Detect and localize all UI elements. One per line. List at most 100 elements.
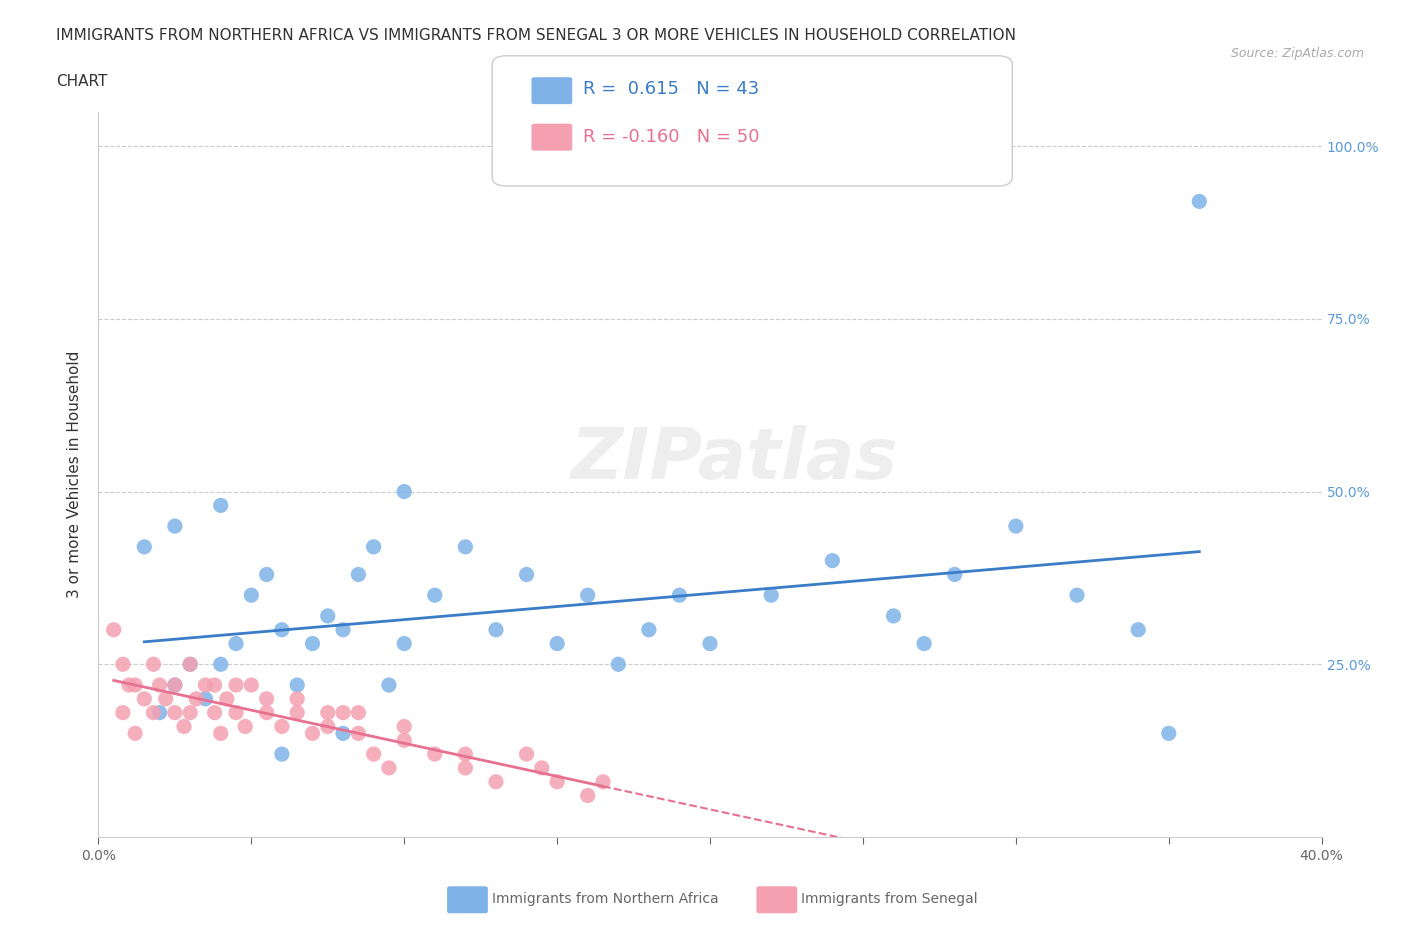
Immigrants from Senegal xyxy=(256,691,278,706)
Immigrants from Northern Africa xyxy=(240,588,263,603)
Immigrants from Northern Africa xyxy=(516,567,538,582)
Immigrants from Senegal xyxy=(225,678,247,693)
Immigrants from Senegal xyxy=(347,705,370,720)
Immigrants from Northern Africa xyxy=(392,636,416,651)
Immigrants from Senegal xyxy=(179,657,201,671)
Immigrants from Senegal xyxy=(215,691,238,706)
Immigrants from Senegal xyxy=(347,726,370,741)
Immigrants from Northern Africa xyxy=(332,622,354,637)
Immigrants from Northern Africa xyxy=(209,657,232,671)
Immigrants from Northern Africa xyxy=(316,608,339,623)
Immigrants from Senegal xyxy=(142,657,165,671)
Immigrants from Senegal xyxy=(392,719,416,734)
Immigrants from Northern Africa xyxy=(576,588,599,603)
Immigrants from Northern Africa xyxy=(134,539,156,554)
Immigrants from Senegal xyxy=(378,761,401,776)
Immigrants from Senegal xyxy=(546,775,568,790)
Y-axis label: 3 or more Vehicles in Household: 3 or more Vehicles in Household xyxy=(67,351,83,598)
Text: Source: ZipAtlas.com: Source: ZipAtlas.com xyxy=(1230,46,1364,60)
Immigrants from Northern Africa xyxy=(912,636,935,651)
Immigrants from Senegal xyxy=(270,719,292,734)
Immigrants from Senegal xyxy=(454,747,477,762)
Immigrants from Northern Africa xyxy=(821,553,844,568)
Immigrants from Senegal xyxy=(204,678,226,693)
Immigrants from Senegal xyxy=(530,761,553,776)
Immigrants from Northern Africa xyxy=(607,657,630,671)
Immigrants from Senegal xyxy=(332,705,354,720)
Immigrants from Senegal xyxy=(155,691,177,706)
Immigrants from Senegal xyxy=(111,657,134,671)
Immigrants from Senegal xyxy=(363,747,385,762)
Immigrants from Northern Africa xyxy=(1004,519,1026,534)
Immigrants from Northern Africa xyxy=(163,678,186,693)
Immigrants from Senegal xyxy=(134,691,156,706)
Immigrants from Senegal xyxy=(240,678,263,693)
Immigrants from Northern Africa xyxy=(392,485,416,499)
Immigrants from Northern Africa xyxy=(883,608,905,623)
Immigrants from Senegal xyxy=(301,726,323,741)
Immigrants from Senegal xyxy=(186,691,208,706)
Immigrants from Senegal xyxy=(209,726,232,741)
Immigrants from Northern Africa xyxy=(149,705,172,720)
Immigrants from Senegal xyxy=(576,788,599,803)
Immigrants from Northern Africa xyxy=(332,726,354,741)
Immigrants from Senegal xyxy=(454,761,477,776)
Immigrants from Northern Africa xyxy=(179,657,201,671)
Immigrants from Northern Africa xyxy=(225,636,247,651)
Immigrants from Northern Africa xyxy=(194,691,217,706)
Immigrants from Northern Africa xyxy=(301,636,323,651)
Immigrants from Senegal xyxy=(163,705,186,720)
Immigrants from Senegal xyxy=(179,705,201,720)
Immigrants from Northern Africa xyxy=(699,636,721,651)
Text: CHART: CHART xyxy=(56,74,108,89)
Immigrants from Senegal xyxy=(233,719,256,734)
Text: IMMIGRANTS FROM NORTHERN AFRICA VS IMMIGRANTS FROM SENEGAL 3 OR MORE VEHICLES IN: IMMIGRANTS FROM NORTHERN AFRICA VS IMMIG… xyxy=(56,28,1017,43)
Immigrants from Northern Africa xyxy=(1066,588,1088,603)
Immigrants from Senegal xyxy=(225,705,247,720)
Immigrants from Senegal xyxy=(592,775,614,790)
Immigrants from Northern Africa xyxy=(1157,726,1180,741)
Immigrants from Northern Africa xyxy=(943,567,966,582)
Immigrants from Northern Africa xyxy=(546,636,568,651)
Text: ZIPatlas: ZIPatlas xyxy=(571,425,898,494)
Immigrants from Northern Africa xyxy=(163,519,186,534)
Immigrants from Northern Africa xyxy=(363,539,385,554)
Immigrants from Senegal xyxy=(149,678,172,693)
Immigrants from Northern Africa xyxy=(270,622,292,637)
Immigrants from Senegal xyxy=(124,726,146,741)
Immigrants from Northern Africa xyxy=(423,588,446,603)
Immigrants from Senegal xyxy=(111,705,134,720)
Immigrants from Northern Africa xyxy=(256,567,278,582)
Immigrants from Senegal xyxy=(516,747,538,762)
Immigrants from Senegal xyxy=(423,747,446,762)
Immigrants from Northern Africa xyxy=(637,622,661,637)
Immigrants from Northern Africa xyxy=(1188,194,1211,209)
Immigrants from Senegal xyxy=(173,719,195,734)
Immigrants from Senegal xyxy=(392,733,416,748)
Immigrants from Senegal xyxy=(256,705,278,720)
Immigrants from Senegal xyxy=(285,705,308,720)
Immigrants from Senegal xyxy=(204,705,226,720)
Text: Immigrants from Northern Africa: Immigrants from Northern Africa xyxy=(492,892,718,907)
Immigrants from Senegal xyxy=(316,719,339,734)
Immigrants from Northern Africa xyxy=(270,747,292,762)
Immigrants from Senegal xyxy=(118,678,141,693)
Immigrants from Senegal xyxy=(194,678,217,693)
Immigrants from Northern Africa xyxy=(378,678,401,693)
Text: R =  0.615   N = 43: R = 0.615 N = 43 xyxy=(583,80,759,99)
Immigrants from Northern Africa xyxy=(285,678,308,693)
Text: R = -0.160   N = 50: R = -0.160 N = 50 xyxy=(583,127,761,146)
Immigrants from Northern Africa xyxy=(454,539,477,554)
Immigrants from Senegal xyxy=(103,622,125,637)
Immigrants from Northern Africa xyxy=(209,498,232,512)
Immigrants from Senegal xyxy=(316,705,339,720)
Immigrants from Northern Africa xyxy=(1128,622,1150,637)
Immigrants from Senegal xyxy=(485,775,508,790)
Immigrants from Senegal xyxy=(163,678,186,693)
Immigrants from Northern Africa xyxy=(759,588,782,603)
Immigrants from Senegal xyxy=(124,678,146,693)
Immigrants from Northern Africa xyxy=(668,588,690,603)
Immigrants from Senegal xyxy=(142,705,165,720)
Text: Immigrants from Senegal: Immigrants from Senegal xyxy=(801,892,979,907)
Immigrants from Senegal xyxy=(285,691,308,706)
